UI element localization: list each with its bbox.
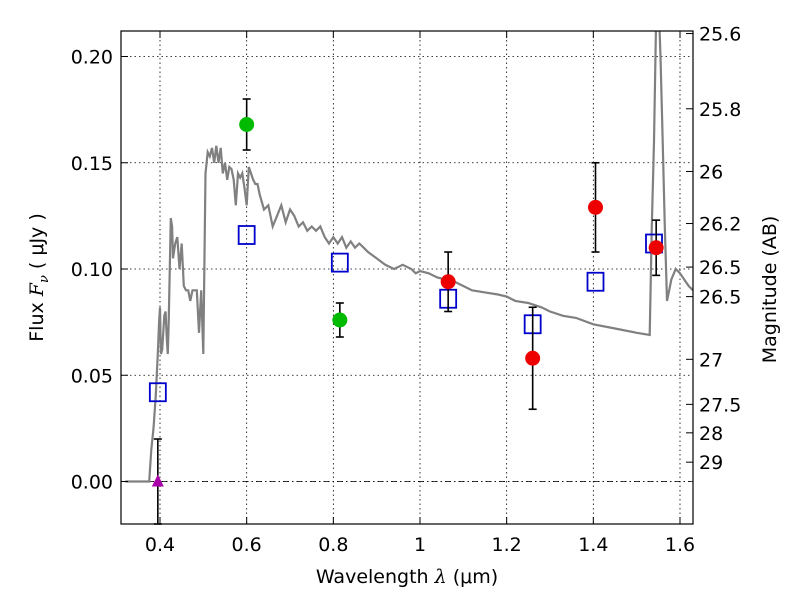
y2-tick-label: 25.6 [699, 24, 741, 46]
data-points-layer [148, 98, 664, 525]
y2-tick-label: 25.8 [699, 99, 741, 121]
y2-tick-label: 26.5 [699, 287, 741, 309]
model-photometry-point [148, 382, 167, 403]
model-photometry-point [586, 271, 605, 292]
x-tick-label: 1.4 [578, 534, 608, 556]
y2-tick-label: 27.5 [699, 394, 741, 416]
y-axis-label: Flux Fν ( μJy ) [26, 213, 52, 342]
x-tick-label: 1.2 [492, 534, 522, 556]
observed-point [588, 199, 603, 215]
y2-tick-label: 27 [699, 349, 723, 371]
x-tick-label: 1.6 [665, 534, 695, 556]
model-sed-line [125, 31, 693, 483]
axis-ticks: 0.4 0.6 0.8 1 1.2 1.4 1.6 0.00 0.05 0.10 0.15 0.20 2… [71, 24, 742, 556]
y2-tick-label: 26.2 [699, 214, 741, 236]
y-tick-label: 0.20 [71, 47, 113, 69]
observed-point [239, 117, 255, 132]
x-tick-label: 0.8 [318, 534, 348, 556]
upper-limit-point [151, 474, 164, 487]
y2-tick-label: 26.5 [699, 257, 741, 279]
model-photometry-point [330, 252, 349, 273]
y-tick-label: 0.15 [71, 153, 113, 175]
y-tick-label: 0.00 [71, 472, 113, 494]
right-axis-label: Magnitude (AB) [759, 216, 781, 364]
model-sed-layer [125, 31, 693, 483]
x-axis-label: Wavelength λ (μm) [316, 566, 498, 588]
observed-point [440, 274, 456, 290]
y-tick-label: 0.05 [71, 365, 113, 387]
y2-tick-label: 29 [699, 452, 723, 474]
y-tick-label: 0.10 [71, 259, 113, 281]
y2-tick-label: 28 [699, 423, 723, 445]
plot-frame [120, 30, 694, 525]
grid-lines [121, 31, 693, 524]
x-tick-label: 1 [414, 534, 426, 556]
observed-point [332, 312, 348, 328]
y2-tick-label: 26 [699, 161, 723, 183]
model-photometry-point [237, 225, 256, 245]
observed-point [648, 240, 664, 256]
observed-point [525, 350, 541, 366]
x-tick-label: 0.4 [145, 534, 175, 556]
x-tick-label: 0.6 [232, 534, 262, 556]
